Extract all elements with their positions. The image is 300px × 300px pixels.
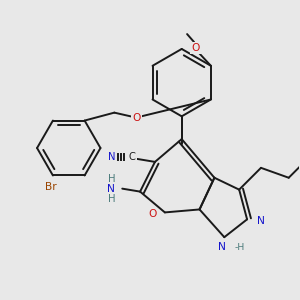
Text: Br: Br <box>45 182 57 192</box>
Text: N: N <box>257 216 265 226</box>
Text: O: O <box>192 43 200 53</box>
Text: N: N <box>107 184 115 194</box>
Text: H: H <box>108 194 115 203</box>
Text: -H: -H <box>234 243 244 252</box>
Text: O: O <box>148 209 157 219</box>
Text: C: C <box>129 152 136 162</box>
Text: H: H <box>108 174 115 184</box>
Text: N: N <box>108 152 115 162</box>
Text: O: O <box>132 112 140 123</box>
Text: N: N <box>218 242 226 252</box>
